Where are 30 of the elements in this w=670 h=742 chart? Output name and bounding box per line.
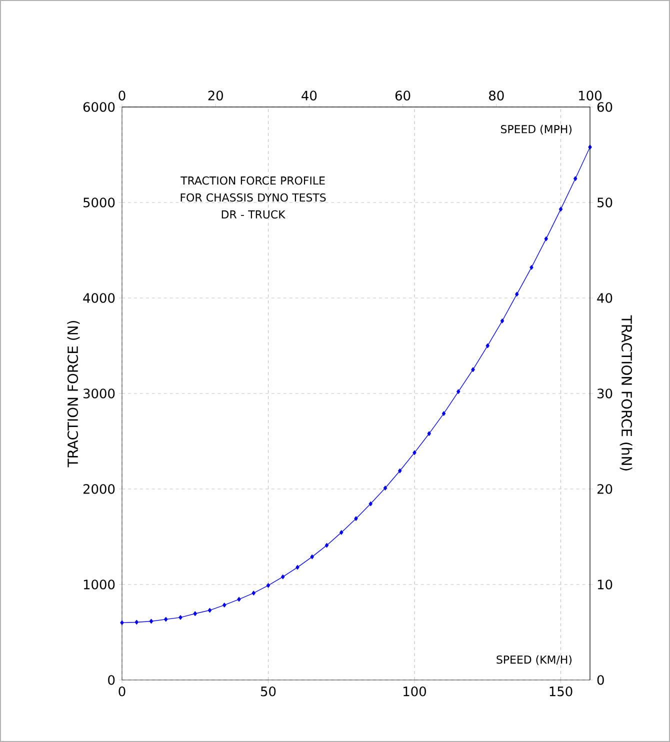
y2-tick-label: 10 — [598, 580, 612, 590]
text: TRACTION FORCE PROFILE FOR CHASSIS DYNO TESTS — [180, 176, 326, 202]
y2-tick-label: 20 — [597, 484, 612, 494]
y-tick-label: 5000 — [84, 198, 115, 208]
x2-tick-label: 20 — [208, 90, 223, 100]
y-tick-label: 4000 — [83, 293, 115, 303]
x2-tick-label: 40 — [302, 90, 317, 100]
text: DR - TRUCK — [222, 210, 286, 219]
y-tick-label: 6000 — [83, 102, 115, 112]
x-tick-label: 100 — [404, 686, 426, 696]
y-tick-label: 2000 — [83, 484, 115, 494]
x2-tick-label: 80 — [489, 90, 504, 100]
y-tick-label: 3000 — [84, 388, 115, 398]
y2-axis-title: TRACTION FORCE (hN) — [620, 315, 632, 470]
y2-tick-label: 40 — [597, 293, 612, 303]
x2-tick-label: 0 — [118, 90, 126, 100]
x2-tick-label: 100 — [579, 90, 602, 100]
x2-axis-title: SPEED (MPH) — [500, 124, 572, 135]
y-axis-title: TRACTION FORCE (N) — [67, 320, 80, 468]
y-tick-label: 0 — [108, 675, 115, 685]
y-tick-label: 1000 — [84, 580, 115, 590]
y2-tick-label: 0 — [597, 675, 604, 685]
x-tick-label: 0 — [118, 686, 126, 696]
x-tick-label: 150 — [550, 686, 572, 696]
y2-tick-label: 30 — [598, 388, 612, 398]
x2-tick-label: 60 — [395, 90, 410, 100]
x-axis-title: SPEED (KM/H) — [496, 655, 572, 665]
x-tick-label: 50 — [261, 686, 276, 696]
y2-tick-label: 50 — [598, 198, 612, 208]
y2-tick-label: 60 — [597, 102, 612, 112]
